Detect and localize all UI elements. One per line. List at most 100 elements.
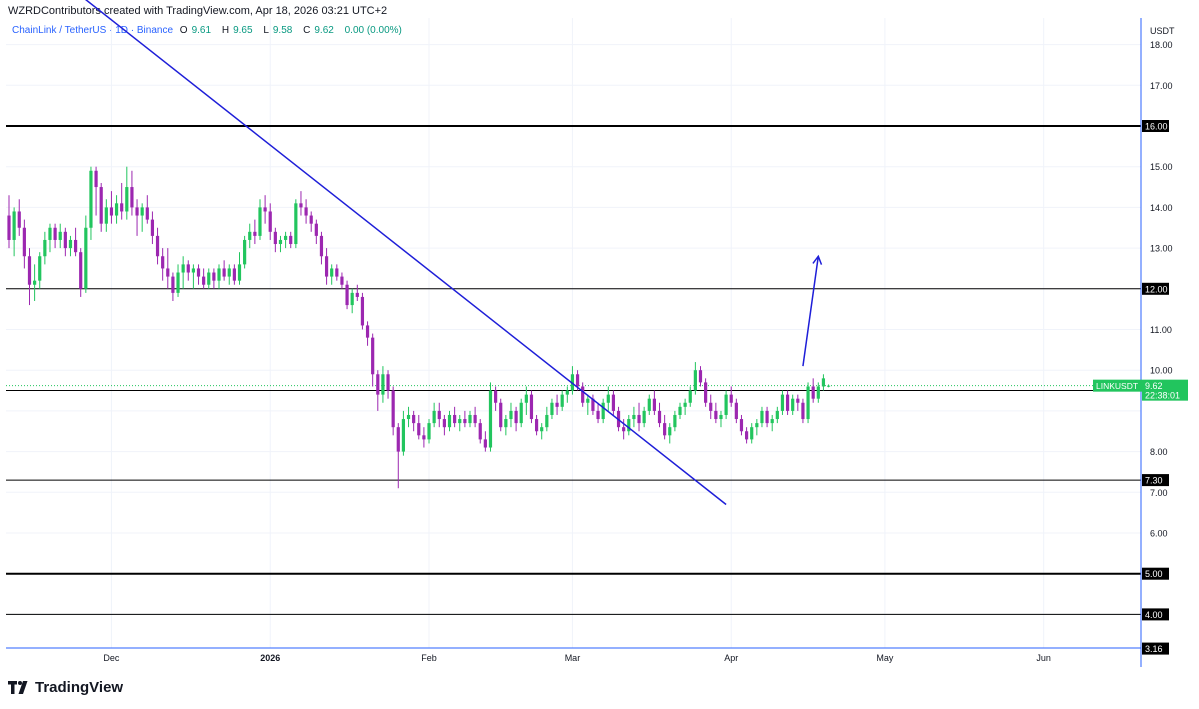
candle-body (335, 268, 339, 277)
candle-body (432, 410, 436, 424)
candle-body (43, 239, 47, 257)
candle-body (483, 439, 487, 448)
candle-body (744, 431, 749, 440)
candle-body (196, 268, 201, 277)
candle-body (360, 296, 365, 326)
price-tick-label: 10.00 (1150, 366, 1173, 376)
legend-symbol[interactable]: ChainLink / TetherUS · 1D · Binance (12, 25, 174, 36)
candle-body (17, 211, 21, 228)
legend-change: 0.00 (0.00%) (344, 25, 402, 36)
candle-body (22, 227, 26, 257)
candle-body (319, 235, 324, 257)
candle-body (396, 427, 400, 452)
level-price-tag (1142, 282, 1169, 295)
candle-body (227, 268, 231, 277)
price-tick-label: 17.00 (1150, 81, 1173, 91)
candle-body (278, 239, 283, 245)
candle-body (130, 187, 134, 208)
candle-body (345, 284, 349, 306)
candle-body (63, 231, 67, 249)
candle-body (171, 276, 175, 293)
price-tick-label: 8.00 (1150, 447, 1168, 457)
candle-body (386, 374, 390, 391)
candle-body (166, 268, 170, 277)
price-tick-label: 6.00 (1150, 529, 1168, 539)
candles (7, 166, 831, 489)
price-tick-label: 11.00 (1150, 325, 1172, 335)
candle-body (647, 398, 651, 411)
time-tick-label: Feb (421, 653, 437, 663)
axes (6, 18, 1142, 667)
candle-body (104, 207, 108, 224)
candle-body (714, 410, 718, 420)
candle-body (806, 386, 810, 420)
candle-body (248, 231, 252, 240)
price-tick-label: 15.00 (1150, 162, 1173, 172)
legend-high-value: 9.65 (233, 25, 253, 36)
candle-body (12, 211, 16, 240)
candle-body (355, 292, 359, 297)
level-price-tag-label: 4.00 (1145, 610, 1163, 620)
candle-body (176, 272, 180, 293)
candle-body (785, 394, 790, 411)
candle-body (780, 394, 785, 411)
candle-body (606, 394, 610, 403)
candle-body (529, 394, 534, 420)
level-price-tag-label: 5.00 (1145, 569, 1163, 579)
level-price-tag-label: 12.00 (1145, 284, 1168, 294)
candle-body (258, 207, 262, 236)
candle-body (504, 419, 508, 428)
descending-trendline[interactable] (65, 0, 727, 506)
candle-body (237, 264, 242, 281)
candle-body (222, 268, 226, 277)
candle-body (422, 435, 426, 440)
candle-body (314, 223, 318, 236)
candle-body (534, 419, 539, 432)
candle-body (683, 402, 687, 407)
candle-body (611, 394, 616, 411)
candle-body (365, 325, 370, 338)
candle-body (273, 231, 277, 245)
candle-body (478, 423, 482, 440)
level-price-tag (1142, 567, 1169, 580)
time-axis[interactable]: Dec 2026 Feb Mar Apr May Jun (103, 653, 1051, 663)
candle-body (488, 390, 493, 448)
time-tick-label: Jun (1036, 653, 1051, 663)
candle-body (253, 231, 257, 236)
grid-lines (6, 18, 1141, 648)
up-arrow-shaft[interactable] (802, 256, 820, 367)
candle-body (540, 427, 544, 432)
candle-body (427, 423, 431, 440)
candle-body (381, 374, 385, 395)
candle-body (371, 337, 375, 375)
candle-body (243, 239, 247, 265)
drawings[interactable] (65, 0, 823, 506)
candle-body (734, 402, 738, 420)
candle-body (458, 419, 462, 424)
candle-body (58, 231, 62, 240)
time-tick-label: 2026 (260, 653, 280, 663)
bar-close-countdown: 22:38:01 (1145, 391, 1180, 401)
candle-body (217, 268, 221, 281)
candle-body (79, 252, 83, 289)
level-price-tag-label: 16.00 (1145, 122, 1168, 132)
candle-body (524, 394, 528, 403)
candle-body (263, 207, 267, 212)
candle-body (673, 414, 677, 428)
candle-body (473, 414, 477, 424)
up-arrow-head[interactable] (812, 254, 823, 265)
candle-body (283, 235, 288, 240)
candle-body (499, 402, 503, 428)
candle-body (145, 207, 149, 220)
candle-body (114, 203, 119, 216)
time-tick-label: May (876, 653, 894, 663)
candle-body (161, 256, 165, 269)
candle-body (412, 414, 416, 424)
candle-body (33, 280, 37, 285)
price-axis[interactable]: 6.00 7.00 8.00 10.00 11.00 13.00 14.00 15.00 17.… (1093, 40, 1188, 655)
candle-body (125, 187, 129, 212)
candle-body (453, 414, 457, 424)
candle-body (586, 398, 590, 403)
tradingview-logo[interactable]: TradingView (8, 679, 123, 696)
